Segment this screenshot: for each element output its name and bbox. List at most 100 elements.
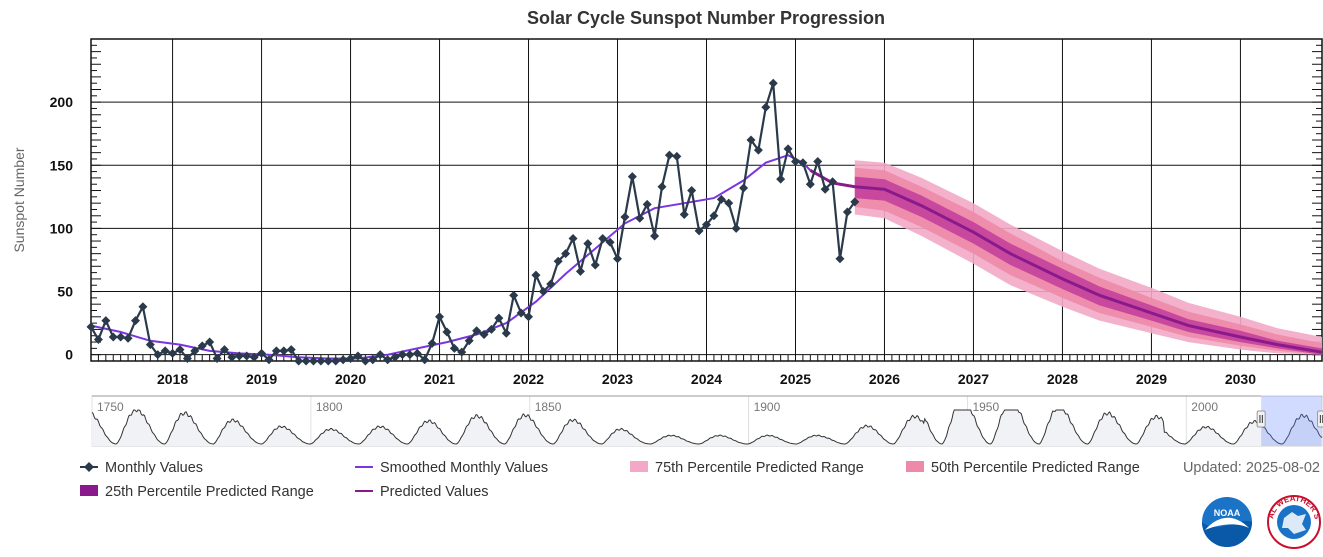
monthly-point [583,239,593,249]
noaa-logo-text: NOAA [1214,508,1241,518]
legend: Monthly Values Smoothed Monthly Values 75t… [80,460,1140,500]
monthly-point [753,145,763,155]
monthly-point [716,194,726,204]
legend-item-25th-percentile-predicted-range: 25th Percentile Predicted Range [80,484,314,500]
monthly-markers [86,78,860,366]
monthly-point [257,348,267,358]
monthly-point [516,308,526,318]
monthly-point [664,150,674,160]
monthly-point [145,340,155,350]
monthly-point [486,324,496,334]
monthly-point [479,329,489,339]
monthly-point [761,102,771,112]
prediction-ranges [854,160,1322,355]
monthly-point [405,350,415,360]
legend-label: Smoothed Monthly Values [380,460,548,476]
legend-swatch [906,461,924,472]
x-tick-label: 2021 [424,371,455,387]
legend-label: Predicted Values [380,484,489,500]
legend-swatch [80,485,98,496]
y-tick-label: 200 [50,94,74,110]
monthly-point [101,316,111,326]
monthly-point [338,355,348,365]
monthly-point [264,355,274,365]
monthly-point [346,353,356,363]
monthly-point [494,313,504,323]
x-tick-label: 2028 [1047,371,1078,387]
monthly-point [116,332,126,342]
monthly-point [375,350,385,360]
monthly-point [828,177,838,187]
monthly-point [731,223,741,233]
monthly-point [790,156,800,166]
monthly-point [360,356,370,366]
monthly-point [672,151,682,161]
monthly-point [546,279,556,289]
navigator-tick-label: 2000 [1191,400,1218,414]
y-tick-label: 0 [65,347,73,363]
monthly-point [850,197,860,207]
navigator-selection[interactable] [1261,396,1322,446]
monthly-point [397,350,407,360]
monthly-point [294,356,304,366]
navigator-series-line [91,409,1323,445]
monthly-point [472,326,482,336]
monthly-point [776,174,786,184]
monthly-point [820,184,830,194]
monthly-point [86,322,96,332]
navigator-tick-label: 1950 [972,400,999,414]
monthly-point [153,350,163,360]
legend-item-50th-percentile-predicted-range: 50th Percentile Predicted Range [906,460,1140,476]
predicted-values-line [809,168,1323,354]
monthly-point [553,256,563,266]
monthly-point [620,212,630,222]
noaa-logo: NOAA [1202,497,1252,547]
monthly-point [687,186,697,196]
monthly-point [449,343,459,353]
monthly-point [783,144,793,154]
range-25th-percentile-predicted-range [854,176,1322,355]
monthly-point [368,355,378,365]
navigator[interactable]: 1750 1800 1850 1900 1950 2000 [91,395,1323,447]
legend-label: Monthly Values [105,460,203,476]
monthly-point [842,207,852,217]
monthly-point [501,328,511,338]
monthly-point [650,231,660,241]
monthly-point [353,351,363,361]
legend-swatch [630,461,648,472]
navigator-tick-label: 1900 [754,400,781,414]
handle-body[interactable] [1256,410,1266,428]
monthly-point [190,346,200,356]
monthly-point [168,348,178,358]
monthly-point [427,338,437,348]
navigator-handle-left[interactable] [1256,410,1266,428]
updated-label: Updated: 2025-08-02 [1183,460,1320,476]
monthly-point [598,234,608,244]
x-tick-label: 2030 [1225,371,1256,387]
chart-title: Solar Cycle Sunspot Number Progression [527,8,885,28]
monthly-point [271,346,281,356]
monthly-point [724,198,734,208]
y-axis-label: Sunspot Number [11,147,27,252]
x-tick-label: 2024 [691,371,722,387]
monthly-point [212,353,222,363]
legend-label: 75th Percentile Predicted Range [655,460,864,476]
monthly-point [197,341,207,351]
navigator-tick-label: 1800 [316,400,343,414]
legend-item-smoothed-monthly-values: Smoothed Monthly Values [355,460,548,476]
range-50th-percentile-predicted-range [854,167,1322,355]
monthly-point [234,351,244,361]
x-tick-label: 2018 [157,371,188,387]
navigator-handle-right[interactable] [1317,410,1323,428]
monthly-point [702,220,711,230]
monthly-point [679,210,689,220]
monthly-point [464,336,474,346]
y-axis-ticks: 0 50 100 150 200 [50,94,74,363]
legend-item-predicted-values: Predicted Values [355,484,489,500]
range-75th-percentile-predicted-range [854,160,1322,355]
monthly-point [301,356,311,366]
navigator-series-area [92,410,1322,446]
monthly-point [138,302,148,312]
monthly-point [227,352,237,362]
monthly-point [175,345,185,355]
